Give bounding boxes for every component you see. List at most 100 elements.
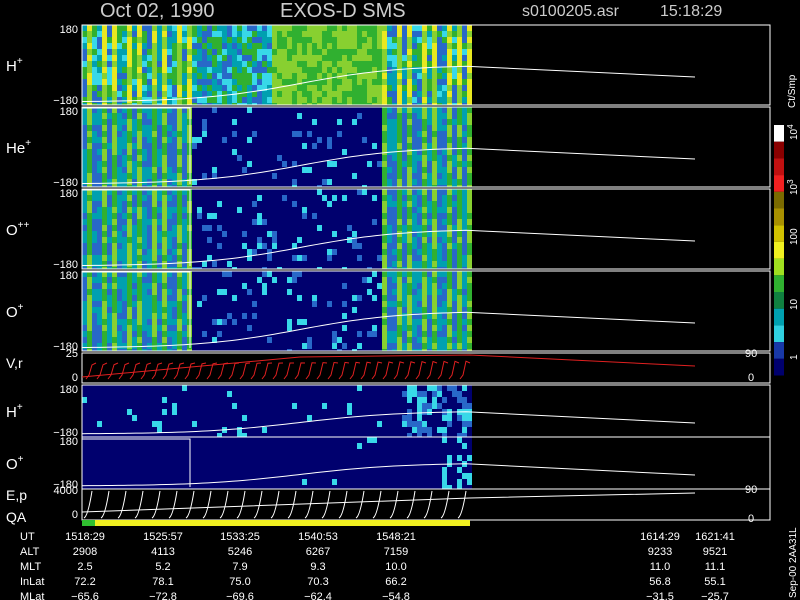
spectrogram-pixel — [92, 55, 97, 61]
spectrogram-pixel — [267, 337, 272, 343]
spectrogram-pixel — [267, 261, 272, 267]
spectrogram-pixel — [117, 409, 122, 415]
spectrogram-pixel — [232, 277, 237, 283]
spectrogram-pixel — [307, 267, 312, 269]
spectrogram-pixel — [332, 213, 337, 219]
spectrogram-pixel — [387, 31, 392, 37]
spectrogram-pixel — [267, 255, 272, 261]
spectrogram-pixel — [162, 31, 167, 37]
spectrogram-pixel — [387, 331, 392, 337]
spectrogram-pixel — [407, 119, 412, 125]
spectrogram-pixel — [302, 195, 307, 201]
spectrogram-pixel — [247, 343, 252, 349]
spectrogram-pixel — [282, 149, 287, 155]
spectrogram-pixel — [442, 85, 447, 91]
spectrogram-pixel — [427, 25, 432, 31]
spectrogram-pixel — [352, 113, 357, 119]
spectrogram-pixel — [172, 277, 177, 283]
spectrogram-pixel — [467, 55, 472, 61]
spectrogram-pixel — [467, 79, 472, 85]
spectrogram-pixel — [262, 225, 267, 231]
spectrogram-pixel — [307, 137, 312, 143]
spectrogram-pixel — [327, 179, 332, 185]
spectrogram-pixel — [452, 31, 457, 37]
spectrogram-pixel — [102, 421, 107, 427]
spectrogram-pixel — [442, 107, 447, 113]
spectrogram-pixel — [117, 201, 122, 207]
spectrogram-pixel — [457, 149, 462, 155]
spectrogram-pixel — [92, 421, 97, 427]
spectrogram-pixel — [292, 225, 297, 231]
spectrogram-pixel — [442, 137, 447, 143]
spectrogram-pixel — [407, 385, 412, 391]
spectrogram-pixel — [412, 307, 417, 313]
spectrogram-pixel — [167, 243, 172, 249]
spectrogram-pixel — [357, 173, 362, 179]
spectrogram-pixel — [352, 107, 357, 113]
spectrogram-pixel — [117, 261, 122, 267]
spectrogram-pixel — [252, 325, 257, 331]
spectrogram-pixel — [107, 189, 112, 195]
spectrogram-pixel — [97, 343, 102, 349]
spectrogram-pixel — [82, 155, 87, 161]
spectrogram-pixel — [307, 391, 312, 397]
spectrogram-pixel — [397, 97, 402, 103]
spectrogram-pixel — [267, 201, 272, 207]
spectrogram-pixel — [252, 231, 257, 237]
spectrogram-pixel — [347, 189, 352, 195]
spectrogram-pixel — [262, 49, 267, 55]
spectrogram-pixel — [192, 49, 197, 55]
spectrogram-pixel — [342, 113, 347, 119]
spectrogram-pixel — [407, 343, 412, 349]
spectrogram-pixel — [372, 43, 377, 49]
spectrogram-pixel — [377, 91, 382, 97]
spectrogram-pixel — [357, 131, 362, 137]
spectrogram-pixel — [132, 283, 137, 289]
spectrogram-pixel — [352, 119, 357, 125]
spectrogram-pixel — [302, 97, 307, 103]
spectrogram-pixel — [387, 173, 392, 179]
spectrogram-pixel — [342, 91, 347, 97]
spectrogram-pixel — [442, 49, 447, 55]
spectrogram-pixel — [442, 337, 447, 343]
spectrogram-pixel — [302, 237, 307, 243]
spectrogram-pixel — [467, 277, 472, 283]
spectrogram-pixel — [117, 225, 122, 231]
spectrogram-pixel — [117, 49, 122, 55]
spectrogram-pixel — [307, 25, 312, 31]
spectrogram-pixel — [462, 155, 467, 161]
spectrogram-pixel — [242, 49, 247, 55]
spectrogram-pixel — [102, 91, 107, 97]
spectrogram-pixel — [387, 255, 392, 261]
spectrogram-pixel — [457, 37, 462, 43]
spectrogram-pixel — [362, 331, 367, 337]
spectrogram-pixel — [447, 343, 452, 349]
spectrogram-pixel — [92, 219, 97, 225]
spectrogram-pixel — [352, 173, 357, 179]
spectrogram-pixel — [412, 55, 417, 61]
spectrogram-pixel — [412, 331, 417, 337]
spectrogram-pixel — [257, 289, 262, 295]
spectrogram-pixel — [242, 79, 247, 85]
spectrogram-pixel — [127, 161, 132, 167]
spectrogram-pixel — [397, 283, 402, 289]
spectrogram-pixel — [447, 307, 452, 313]
spectrogram-pixel — [232, 195, 237, 201]
spectrogram-pixel — [282, 325, 287, 331]
spectrogram-pixel — [352, 85, 357, 91]
spectrogram-pixel — [87, 189, 92, 195]
spectrogram-pixel — [137, 261, 142, 267]
spectrogram-pixel — [317, 79, 322, 85]
spectrogram-pixel — [212, 107, 217, 113]
spectrogram-pixel — [242, 201, 247, 207]
spectrogram-pixel — [167, 319, 172, 325]
spectrogram-pixel — [182, 385, 187, 391]
spectrogram-pixel — [82, 283, 87, 289]
spectrogram-pixel — [427, 103, 432, 105]
spectrogram-pixel — [427, 137, 432, 143]
spectrogram-pixel — [177, 391, 182, 397]
spectrogram-pixel — [422, 55, 427, 61]
spectrogram-pixel — [347, 271, 352, 277]
spectrogram-pixel — [167, 249, 172, 255]
spectrogram-pixel — [167, 289, 172, 295]
